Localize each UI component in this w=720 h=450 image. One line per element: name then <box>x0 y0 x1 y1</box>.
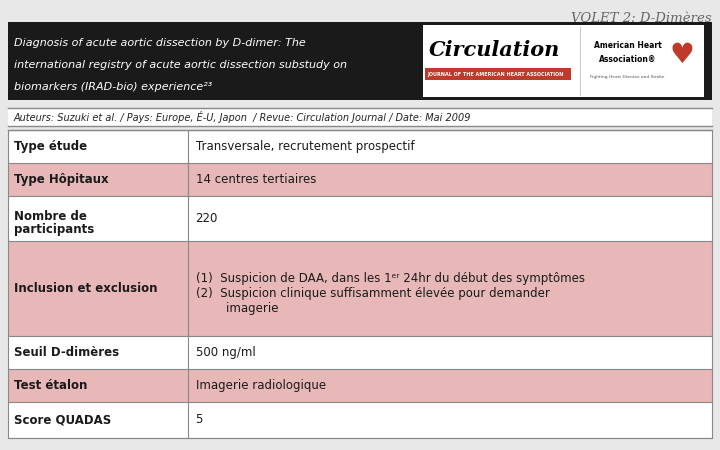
Text: Inclusion et exclusion: Inclusion et exclusion <box>14 282 158 295</box>
Text: Diagnosis of acute aortic dissection by D-dimer: The: Diagnosis of acute aortic dissection by … <box>14 38 306 48</box>
Bar <box>8 402 712 438</box>
Bar <box>8 163 712 196</box>
Text: Type Hôpitaux: Type Hôpitaux <box>14 173 109 186</box>
Text: ♥: ♥ <box>670 41 694 69</box>
Bar <box>8 369 712 402</box>
Text: American Heart: American Heart <box>593 40 661 50</box>
Text: international registry of acute aortic dissection substudy on: international registry of acute aortic d… <box>14 60 347 70</box>
Text: Type étude: Type étude <box>14 140 87 153</box>
Text: Fighting Heart Disease and Stroke: Fighting Heart Disease and Stroke <box>590 75 665 79</box>
Text: 5: 5 <box>196 414 203 426</box>
Bar <box>426 68 571 80</box>
Text: Test étalon: Test étalon <box>14 379 87 392</box>
Bar <box>8 336 712 369</box>
Bar <box>423 25 704 97</box>
Text: (2)  Suspicion clinique suffisamment élevée pour demander: (2) Suspicion clinique suffisamment élev… <box>196 288 549 300</box>
Text: Seuil D-dimères: Seuil D-dimères <box>14 346 119 359</box>
Text: Transversale, recrutement prospectif: Transversale, recrutement prospectif <box>196 140 414 153</box>
Bar <box>8 196 712 241</box>
Text: 500 ng/ml: 500 ng/ml <box>196 346 256 359</box>
Text: Association®: Association® <box>599 55 656 64</box>
Text: Circulation: Circulation <box>429 40 560 60</box>
Text: Score QUADAS: Score QUADAS <box>14 414 112 426</box>
Bar <box>8 241 712 336</box>
Text: Imagerie radiologique: Imagerie radiologique <box>196 379 325 392</box>
Text: biomarkers (IRAD-bio) experience²³: biomarkers (IRAD-bio) experience²³ <box>14 82 212 92</box>
Text: Auteurs: Suzuki et al. / Pays: Europe, É-U, Japon  / Revue: Circulation Journal : Auteurs: Suzuki et al. / Pays: Europe, É… <box>14 111 472 123</box>
Text: 220: 220 <box>196 212 218 225</box>
Text: 14 centres tertiaires: 14 centres tertiaires <box>196 173 316 186</box>
Bar <box>8 130 712 438</box>
Text: imagerie: imagerie <box>196 302 278 315</box>
Text: VOLET 2: D-Dimères: VOLET 2: D-Dimères <box>572 12 712 24</box>
Text: participants: participants <box>14 223 94 236</box>
Bar <box>8 22 712 100</box>
Bar <box>8 108 712 126</box>
Text: JOURNAL OF THE AMERICAN HEART ASSOCIATION: JOURNAL OF THE AMERICAN HEART ASSOCIATIO… <box>427 72 564 76</box>
Text: Nombre de: Nombre de <box>14 210 87 223</box>
Text: (1)  Suspicion de DAA, dans les 1ᵉʳ 24hr du début des symptômes: (1) Suspicion de DAA, dans les 1ᵉʳ 24hr … <box>196 272 585 285</box>
Bar <box>8 130 712 163</box>
